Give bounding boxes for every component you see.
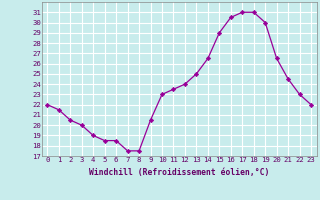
X-axis label: Windchill (Refroidissement éolien,°C): Windchill (Refroidissement éolien,°C) xyxy=(89,168,269,177)
